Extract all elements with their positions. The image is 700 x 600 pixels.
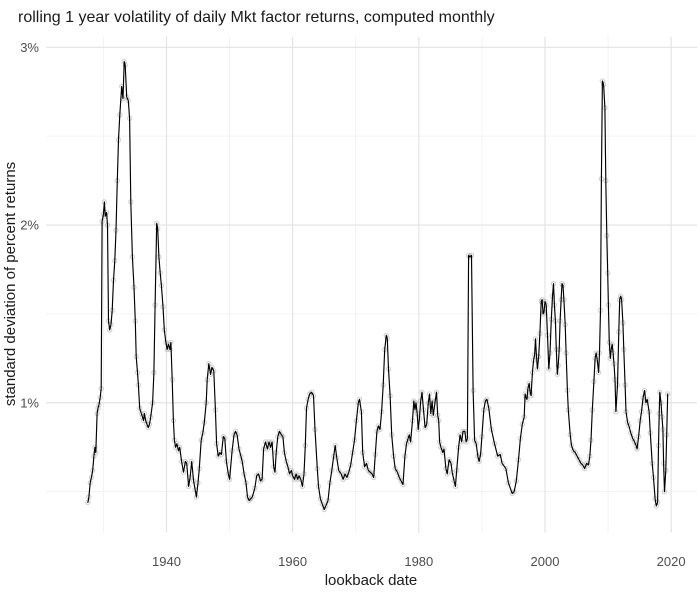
y-tick-label: 1% — [20, 395, 39, 410]
x-tick-label: 2020 — [657, 554, 686, 569]
data-point — [570, 448, 577, 454]
y-axis-tick-labels: 1% 2% 3% — [20, 40, 39, 411]
data-point — [578, 460, 584, 466]
data-point — [276, 428, 283, 434]
data-point — [291, 476, 298, 482]
data-point — [295, 476, 301, 482]
data-point — [631, 439, 638, 445]
data-point — [246, 497, 252, 504]
y-tick-label: 3% — [20, 40, 39, 55]
data-point — [572, 449, 579, 456]
data-point — [293, 471, 299, 477]
x-axis-tick-labels: 1940 1960 1980 2000 2020 — [152, 554, 686, 569]
y-axis-title: standard deviation of percent returns — [2, 162, 19, 406]
chart-title: rolling 1 year volatility of daily Mkt f… — [18, 9, 495, 26]
data-point — [576, 457, 582, 463]
x-tick-label: 2000 — [531, 554, 560, 569]
major-gridlines — [46, 36, 697, 533]
data-point-markers — [85, 58, 671, 513]
data-line — [87, 60, 669, 511]
data-point — [394, 469, 401, 475]
data-point — [307, 391, 313, 397]
data-point — [138, 410, 144, 417]
data-point — [278, 432, 284, 438]
data-point — [308, 389, 315, 395]
x-tick-label: 1980 — [404, 554, 433, 569]
data-point — [367, 469, 373, 475]
data-point — [321, 506, 327, 513]
data-point — [338, 471, 344, 477]
x-tick-label: 1940 — [152, 554, 181, 569]
data-point — [582, 465, 588, 472]
data-point — [342, 471, 348, 477]
data-point — [509, 490, 515, 497]
data-point — [319, 501, 325, 507]
data-point — [340, 476, 346, 482]
data-point — [232, 428, 239, 434]
data-point — [323, 503, 329, 509]
x-axis-title: lookback date — [325, 572, 418, 589]
data-point — [580, 462, 586, 468]
data-point — [633, 442, 639, 449]
data-point — [396, 474, 402, 481]
x-tick-label: 1960 — [278, 554, 307, 569]
y-tick-label: 2% — [20, 218, 39, 233]
data-point — [574, 453, 580, 459]
data-point — [344, 474, 350, 481]
minor-gridlines — [46, 36, 697, 533]
data-point — [145, 425, 151, 431]
data-point — [630, 435, 636, 442]
